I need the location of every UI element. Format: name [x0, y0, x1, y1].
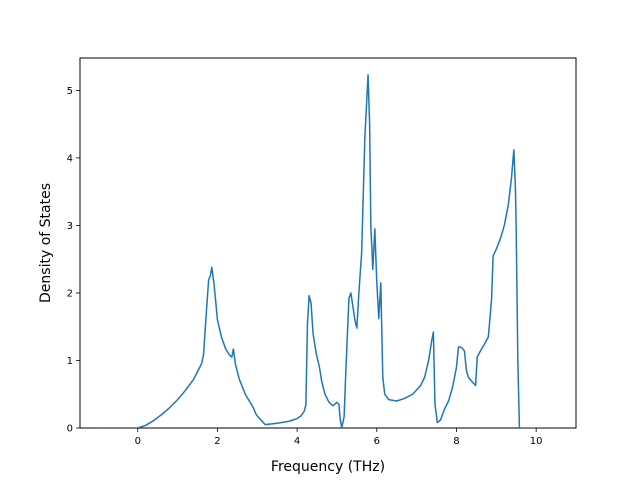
- y-tick-label: 4: [67, 153, 73, 164]
- y-axis-label: Density of States: [38, 183, 54, 303]
- x-tick-label: 2: [214, 436, 220, 447]
- y-tick-label: 2: [67, 288, 73, 299]
- x-tick-label: 0: [135, 436, 141, 447]
- y-tick-label: 0: [67, 424, 73, 435]
- y-tick-label: 5: [67, 86, 73, 97]
- x-tick-label: 8: [453, 436, 459, 447]
- x-axis-label: Frequency (THz): [271, 459, 385, 475]
- x-tick-label: 4: [294, 436, 300, 447]
- y-axis: 0 1 2 3 4 5: [67, 86, 80, 435]
- y-tick-label: 1: [67, 356, 73, 367]
- dos-series-line: [97, 74, 557, 428]
- x-axis: 0 2 4 6 8 10: [135, 428, 543, 447]
- x-tick-label: 6: [374, 436, 380, 447]
- plot-area: [79, 57, 577, 429]
- y-tick-label: 3: [67, 221, 73, 232]
- x-tick-label: 10: [530, 436, 543, 447]
